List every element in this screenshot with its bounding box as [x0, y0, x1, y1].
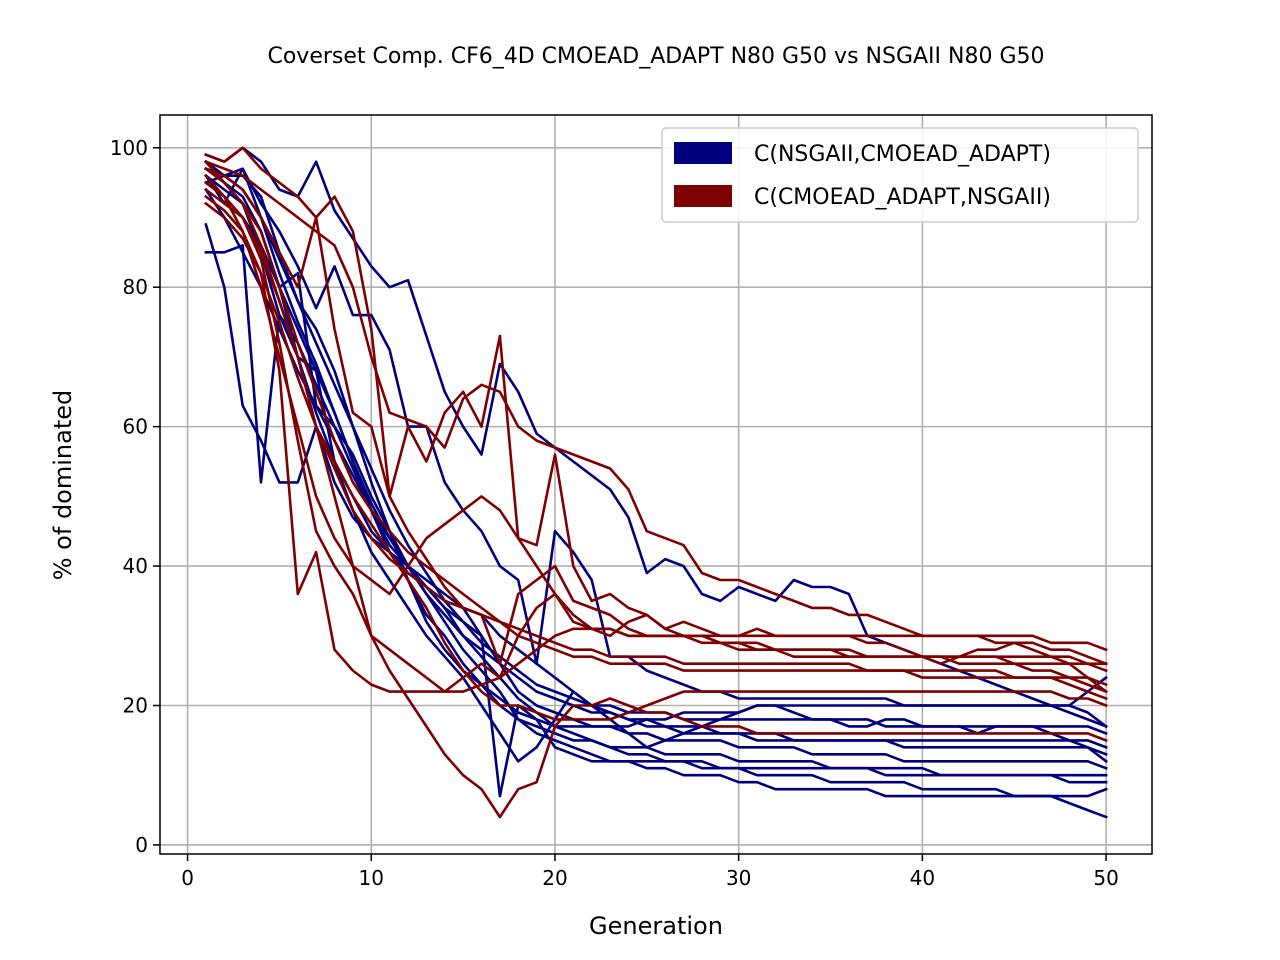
legend-label-cmoead: C(CMOEAD_ADAPT,NSGAII)	[754, 185, 1051, 210]
series-line-cmoead-21	[204, 201, 1108, 701]
ticks: 0 10 20 30 40 50 0 20 40 60 80 100	[110, 136, 1119, 890]
x-tick-label: 20	[542, 866, 567, 890]
x-tick-label: 10	[359, 866, 384, 890]
x-tick-label: 30	[726, 866, 751, 890]
y-tick-label: 0	[135, 833, 148, 857]
series-line-nsgaii-10	[204, 180, 1108, 756]
series-line-cmoead-19	[204, 194, 1108, 693]
series-layer	[204, 146, 1108, 819]
y-tick-label: 100	[110, 136, 148, 160]
legend-box	[661, 127, 1139, 223]
series-line-cmoead-20	[204, 166, 1108, 687]
series-line-cmoead-15	[204, 180, 1108, 819]
legend-swatch-cmoead	[674, 185, 732, 207]
series-line-nsgaii-6	[204, 187, 1108, 798]
series-line-nsgaii-3	[204, 222, 1108, 770]
x-tick-label: 0	[181, 866, 194, 890]
y-tick-label: 20	[123, 694, 148, 718]
y-tick-label: 80	[123, 275, 148, 299]
y-axis-label: % of dominated	[49, 390, 77, 581]
series-line-nsgaii-9	[204, 166, 1108, 749]
chart-title: Coverset Comp. CF6_4D CMOEAD_ADAPT N80 G…	[267, 44, 1044, 69]
y-tick-label: 60	[123, 415, 148, 439]
x-tick-label: 40	[910, 866, 935, 890]
y-tick-label: 40	[123, 554, 148, 578]
x-axis-label: Generation	[589, 912, 723, 940]
legend-swatch-nsgaii	[674, 142, 732, 164]
plot-frame	[159, 114, 1153, 855]
legend-label-nsgaii: C(NSGAII,CMOEAD_ADAPT)	[754, 142, 1051, 167]
series-line-nsgaii-1	[204, 173, 1108, 798]
series-line-cmoead-14	[204, 159, 1108, 721]
x-tick-label: 50	[1093, 866, 1118, 890]
series-line-cmoead-18	[204, 160, 1108, 666]
series-line-nsgaii-8	[204, 167, 1108, 729]
legend: C(NSGAII,CMOEAD_ADAPT) C(CMOEAD_ADAPT,NS…	[661, 127, 1139, 223]
